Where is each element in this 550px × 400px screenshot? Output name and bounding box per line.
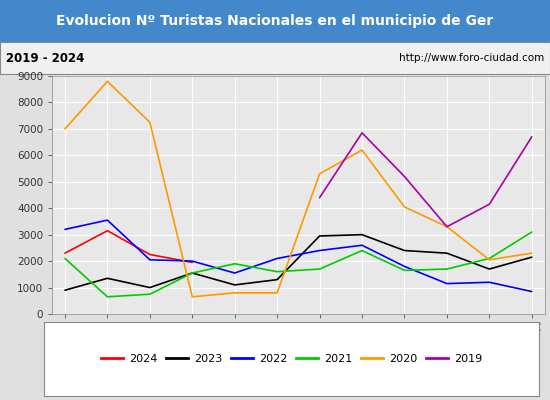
Text: Evolucion Nº Turistas Nacionales en el municipio de Ger: Evolucion Nº Turistas Nacionales en el m… xyxy=(56,14,494,28)
Text: http://www.foro-ciudad.com: http://www.foro-ciudad.com xyxy=(399,53,544,63)
Legend: 2024, 2023, 2022, 2021, 2020, 2019: 2024, 2023, 2022, 2021, 2020, 2019 xyxy=(97,350,486,368)
Text: 2019 - 2024: 2019 - 2024 xyxy=(6,52,84,64)
